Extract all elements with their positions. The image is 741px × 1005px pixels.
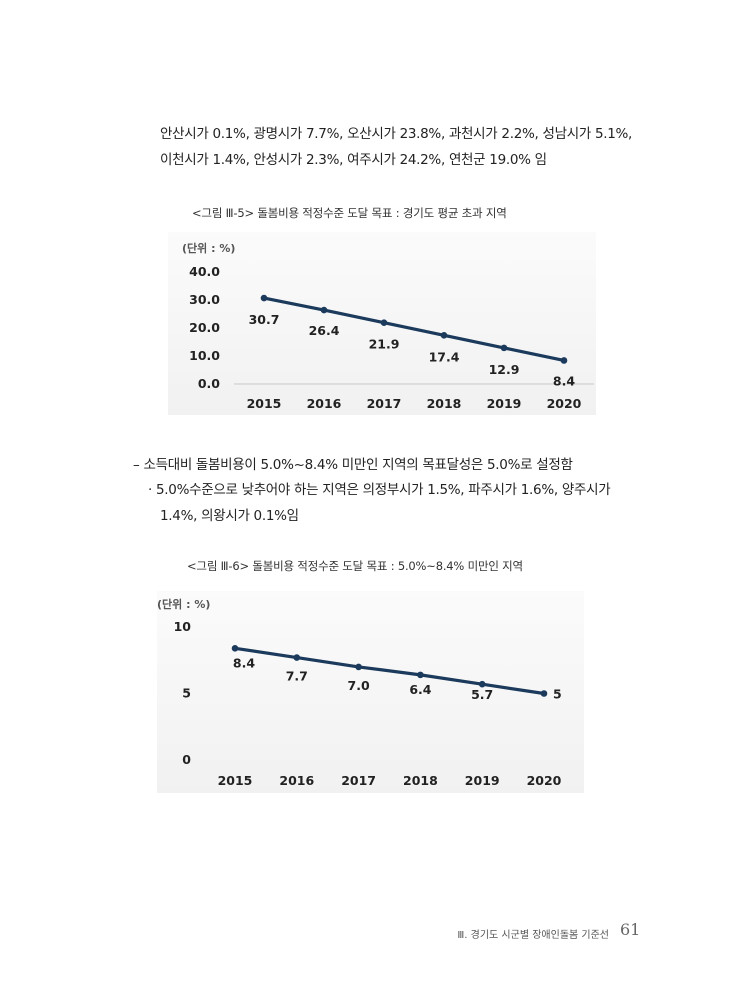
chart1-data-point: [260, 294, 268, 302]
chart1-data-point: [320, 306, 328, 314]
chart2-data-label: 5: [553, 687, 562, 702]
figure-1-svg: (단위 : %) 0.0 10.0 20.0 30.0 40.0 2015 2016 2017 2…: [182, 241, 594, 411]
chart1-y-tick-label: 30.0: [189, 292, 220, 307]
chart2-x-tick-label: 2017: [341, 773, 376, 788]
chart1-data-point: [440, 331, 448, 339]
figure-2-svg: (단위 : %) 0 5 10 2015 2016 2017 2018 2019 2020 8.4 7…: [157, 597, 562, 788]
chart2-x-tick-label: 2018: [403, 773, 438, 788]
chart1-series-line: [262, 296, 566, 363]
chart2-unit-label: (단위 : %): [157, 597, 210, 611]
chart1-data-point: [560, 357, 568, 364]
dot-bullet: · 5.0%수준으로 낮추어야 하는 지역은 의정부시가 1.5%, 파주시가 …: [148, 477, 708, 529]
chart2-data-label: 6.4: [409, 682, 431, 697]
chart1-x-tick-label: 2016: [307, 396, 342, 411]
dash-text: 소득대비 돌봄비용이 5.0%~8.4% 미만인 지역의 목표달성은 5.0%로…: [143, 457, 573, 473]
dot-line-2: 1.4%, 의왕시가 0.1%임: [160, 508, 299, 524]
chart1-x-tick-label: 2018: [427, 396, 462, 411]
chart2-x-tick-label: 2016: [279, 773, 314, 788]
chart1-y-tick-label: 10.0: [189, 348, 220, 363]
chart1-x-tick-label: 2015: [247, 396, 282, 411]
chart1-data-point: [380, 319, 388, 326]
chart2-data-point: [231, 644, 239, 652]
chart1-data-label: 17.4: [429, 349, 460, 364]
dot-line-1: 5.0%수준으로 낮추어야 하는 지역은 의정부시가 1.5%, 파주시가 1.…: [156, 482, 611, 498]
footer-text: Ⅲ. 경기도 시군별 장애인돌봄 기준선: [457, 930, 609, 941]
figure-2-caption: <그림 Ⅲ-6> 돌봄비용 적정수준 도달 목표 : 5.0%~8.4% 미만인…: [187, 559, 523, 573]
chart2-data-point: [540, 690, 548, 697]
chart2-data-point: [293, 654, 301, 661]
chart1-y-tick-label: 40.0: [189, 264, 220, 279]
figure-1-caption: <그림 Ⅲ-5> 돌봄비용 적정수준 도달 목표 : 경기도 평균 초과 지역: [192, 206, 507, 220]
chart2-y-tick-label: 5: [182, 686, 191, 701]
chart2-data-label: 7.7: [286, 669, 308, 684]
intro-paragraph: 안산시가 0.1%, 광명시가 7.7%, 오산시가 23.8%, 과천시가 2…: [160, 121, 720, 173]
chart2-data-point: [355, 663, 362, 671]
chart1-x-tick-label: 2017: [367, 396, 402, 411]
chart1-y-tick-label: 0.0: [198, 376, 220, 391]
chart2-y-tick-label: 10: [174, 619, 192, 634]
chart2-data-label: 7.0: [348, 678, 370, 693]
chart1-x-tick-label: 2019: [487, 396, 522, 411]
chart1-data-label: 30.7: [249, 312, 280, 327]
intro-line-2: 이천시가 1.4%, 안성시가 2.3%, 여주시가 24.2%, 연천군 19…: [160, 152, 547, 168]
dash-bullet: – 소득대비 돌봄비용이 5.0%~8.4% 미만인 지역의 목표달성은 5.0…: [133, 453, 573, 473]
figure-1-chart: (단위 : %) 0.0 10.0 20.0 30.0 40.0 2015 2016 2017 2…: [168, 232, 596, 415]
chart2-y-tick-label: 0: [182, 752, 191, 767]
chart2-x-tick-label: 2015: [218, 773, 253, 788]
chart1-data-label: 12.9: [489, 362, 520, 377]
figure-2-chart: (단위 : %) 0 5 10 2015 2016 2017 2018 2019 2020 8.4 7…: [157, 591, 584, 793]
intro-line-1: 안산시가 0.1%, 광명시가 7.7%, 오산시가 23.8%, 과천시가 2…: [160, 126, 633, 142]
chart1-data-label: 8.4: [553, 373, 575, 388]
chart2-x-tick-label: 2020: [527, 773, 562, 788]
chart2-data-point: [478, 680, 486, 688]
chart2-data-label: 5.7: [471, 687, 493, 702]
chart2-data-label: 8.4: [233, 655, 255, 670]
chart2-series-line: [233, 646, 546, 696]
dash-marker: –: [133, 457, 140, 473]
chart1-y-tick-label: 20.0: [189, 320, 220, 335]
page-number: 61: [620, 920, 641, 939]
chart1-x-tick-label: 2020: [547, 396, 582, 411]
chart2-x-tick-label: 2019: [465, 773, 500, 788]
chart1-data-label: 21.9: [369, 337, 400, 352]
chart2-data-point: [417, 671, 424, 679]
chart1-data-label: 26.4: [309, 323, 340, 338]
chart1-data-point: [500, 344, 508, 352]
dot-marker: ·: [148, 482, 152, 498]
chart1-unit-label: (단위 : %): [182, 241, 235, 255]
